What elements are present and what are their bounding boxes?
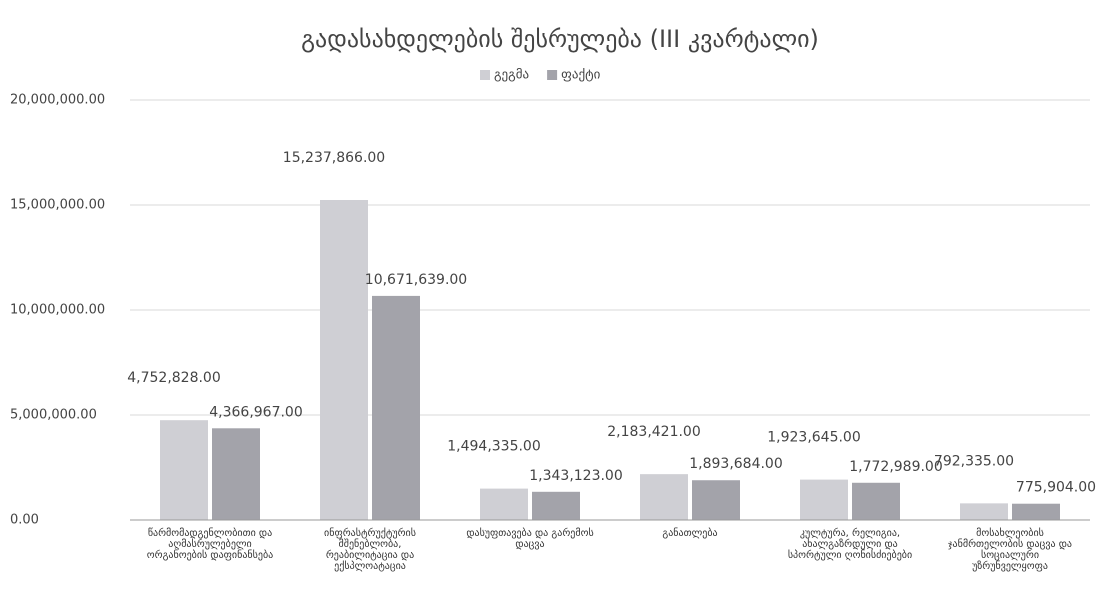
value-label: 1,494,335.00 — [447, 439, 541, 455]
x-tick-label: განათლება — [662, 528, 718, 539]
value-label: 1,893,684.00 — [689, 456, 783, 472]
y-tick-label: 10,000,000.00 — [10, 303, 105, 318]
bar — [372, 295, 420, 520]
value-label: 792,335.00 — [934, 453, 1014, 469]
bar — [160, 420, 208, 520]
y-tick-label: 5,000,000.00 — [10, 408, 97, 423]
bar — [1012, 503, 1060, 520]
bar — [640, 474, 688, 520]
legend-swatch — [480, 70, 490, 80]
value-label: 2,183,421.00 — [607, 424, 701, 440]
y-tick-label: 20,000,000.00 — [10, 93, 105, 108]
value-label: 1,923,645.00 — [767, 430, 861, 446]
value-label: 775,904.00 — [1016, 480, 1096, 496]
bar — [800, 479, 848, 520]
x-tick-label: დასუფთავება და გარემოს დაცვა — [466, 528, 594, 550]
value-label: 1,772,989.00 — [849, 459, 943, 475]
bar — [960, 503, 1008, 520]
x-tick-label: ინფრასტრუქტურის მშენებლობა, რეაბილიტაცია… — [324, 528, 416, 572]
value-label: 10,671,639.00 — [365, 272, 467, 288]
x-tick-label: კულტურა, რელიგია, ახალგაზრდული და სპორტუ… — [787, 528, 913, 561]
legend-label: გეგმა — [494, 68, 529, 83]
legend-swatch — [547, 70, 558, 80]
value-label: 4,366,967.00 — [209, 404, 303, 420]
chart-title: გადასახდელების შესრულება (III კვარტალი) — [301, 25, 819, 53]
bar — [852, 482, 900, 520]
value-label: 15,237,866.00 — [283, 150, 385, 166]
value-label: 4,752,828.00 — [127, 370, 221, 386]
x-tick-label: მოსახლეობის ჯანმრთელობის დაცვა და სოციალ… — [948, 528, 1072, 572]
x-tick-label: წარმომადგენლობითი და აღმასრულებელი ორგან… — [146, 528, 274, 561]
bar — [692, 480, 740, 520]
bar — [212, 428, 260, 520]
value-label: 1,343,123.00 — [529, 468, 623, 484]
bar — [320, 200, 368, 520]
bar — [480, 488, 528, 520]
y-tick-label: 15,000,000.00 — [10, 198, 105, 213]
y-tick-label: 0.00 — [10, 513, 39, 528]
legend-label: ფაქტი — [561, 68, 601, 83]
bar — [532, 491, 580, 520]
